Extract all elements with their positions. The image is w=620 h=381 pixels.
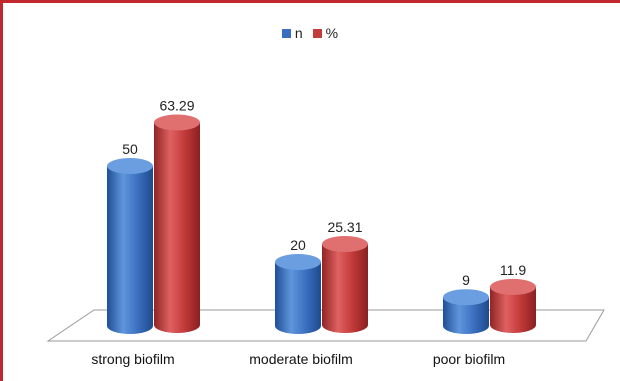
legend: n % — [0, 25, 620, 41]
legend-label-n: n — [294, 25, 303, 41]
data-label-n-3: 9 — [462, 272, 470, 288]
legend-item-n: n — [281, 25, 303, 41]
legend-swatch-n — [281, 28, 291, 38]
legend-swatch-percent — [312, 28, 322, 38]
data-label-n-2: 20 — [290, 237, 306, 253]
data-label-percent-3: 11.9 — [500, 262, 526, 278]
bar-percent-1 — [154, 114, 200, 333]
bar-n-1 — [107, 158, 153, 334]
bar-n-3 — [443, 289, 489, 334]
bar-n-2 — [275, 254, 321, 334]
category-label-1: strong biofilm — [91, 351, 174, 367]
labels-group: 50 63.29 strong biofilm 20 25.31 moderate bio… — [91, 97, 526, 367]
data-label-percent-2: 25.31 — [327, 219, 362, 235]
bar-percent-3 — [490, 278, 536, 333]
data-label-percent-1: 63.29 — [159, 97, 194, 113]
legend-label-percent: % — [325, 25, 339, 41]
category-label-3: poor biofilm — [433, 351, 505, 367]
bar-percent-2 — [322, 236, 368, 333]
bars-group — [107, 114, 536, 334]
legend-item-percent: % — [312, 25, 339, 41]
category-label-2: moderate biofilm — [249, 351, 353, 367]
data-label-n-1: 50 — [122, 141, 138, 157]
